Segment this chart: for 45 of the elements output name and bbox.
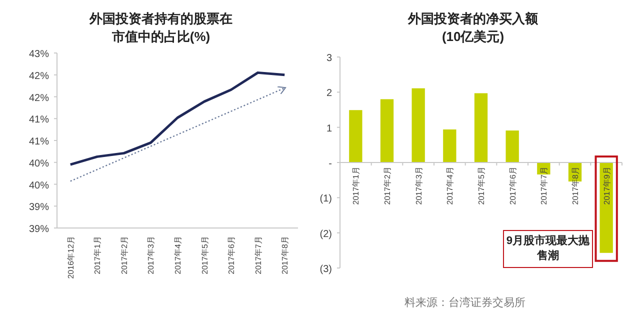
x-tick-label: 2017年8月 xyxy=(280,236,290,274)
x-tick-label: 2017年7月 xyxy=(540,166,549,205)
bar xyxy=(506,130,519,162)
y-tick-label: 40% xyxy=(28,180,50,192)
x-tick-label: 2017年6月 xyxy=(508,166,518,205)
y-tick-label: 1 xyxy=(326,123,332,134)
bar xyxy=(474,93,488,162)
bar xyxy=(443,129,456,162)
y-tick-label: 42% xyxy=(28,92,50,104)
y-tick-label: 39% xyxy=(28,202,50,214)
x-tick-label: 2017年1月 xyxy=(93,236,102,274)
x-tick-label: 2017年6月 xyxy=(227,236,236,274)
y-tick-label: 41% xyxy=(28,114,50,126)
x-tick-label: 2017年5月 xyxy=(477,166,486,205)
x-tick-label: 2017年4月 xyxy=(446,166,455,205)
y-tick-label: - xyxy=(328,158,332,170)
x-tick-label: 2017年5月 xyxy=(200,236,210,274)
x-tick-label: 2017年2月 xyxy=(120,236,129,274)
x-tick-label: 2017年7月 xyxy=(254,236,263,274)
text: 料来源：台湾证券交易所 xyxy=(404,296,526,310)
chart-title: 外国投资者的净买入额(10亿美元) xyxy=(406,10,539,46)
annotation: 9月股市现最大抛售潮 xyxy=(502,230,593,268)
y-tick-label: 41% xyxy=(28,136,50,148)
x-tick-label: 2017年8月 xyxy=(571,166,580,205)
x-tick-label: 2017年3月 xyxy=(414,166,424,205)
x-tick-label: 2017年4月 xyxy=(174,236,182,274)
chart-title: 外国投资者持有的股票在市值中的占比(%) xyxy=(88,10,234,46)
x-tick-label: 2017年3月 xyxy=(146,236,156,274)
x-tick-label: 2016年12月 xyxy=(66,236,76,279)
bar xyxy=(412,88,425,162)
y-tick-label: (2) xyxy=(320,228,332,240)
y-tick-label: 40% xyxy=(28,158,50,170)
x-tick-label: 2017年9月 xyxy=(602,166,612,205)
y-tick-label: 2 xyxy=(326,88,332,100)
x-tick-label: 2017年1月 xyxy=(352,166,361,205)
y-tick-label: (3) xyxy=(320,264,332,275)
y-tick-label: 3 xyxy=(326,53,332,64)
y-tick-label: 43% xyxy=(28,49,50,60)
x-tick-label: 2017年2月 xyxy=(383,166,392,205)
bar xyxy=(380,99,394,162)
bar xyxy=(349,110,362,162)
y-tick-label: (1) xyxy=(320,194,332,205)
line-series xyxy=(69,71,286,166)
y-tick-label: 42% xyxy=(28,70,50,82)
y-tick-label: 39% xyxy=(28,224,50,235)
